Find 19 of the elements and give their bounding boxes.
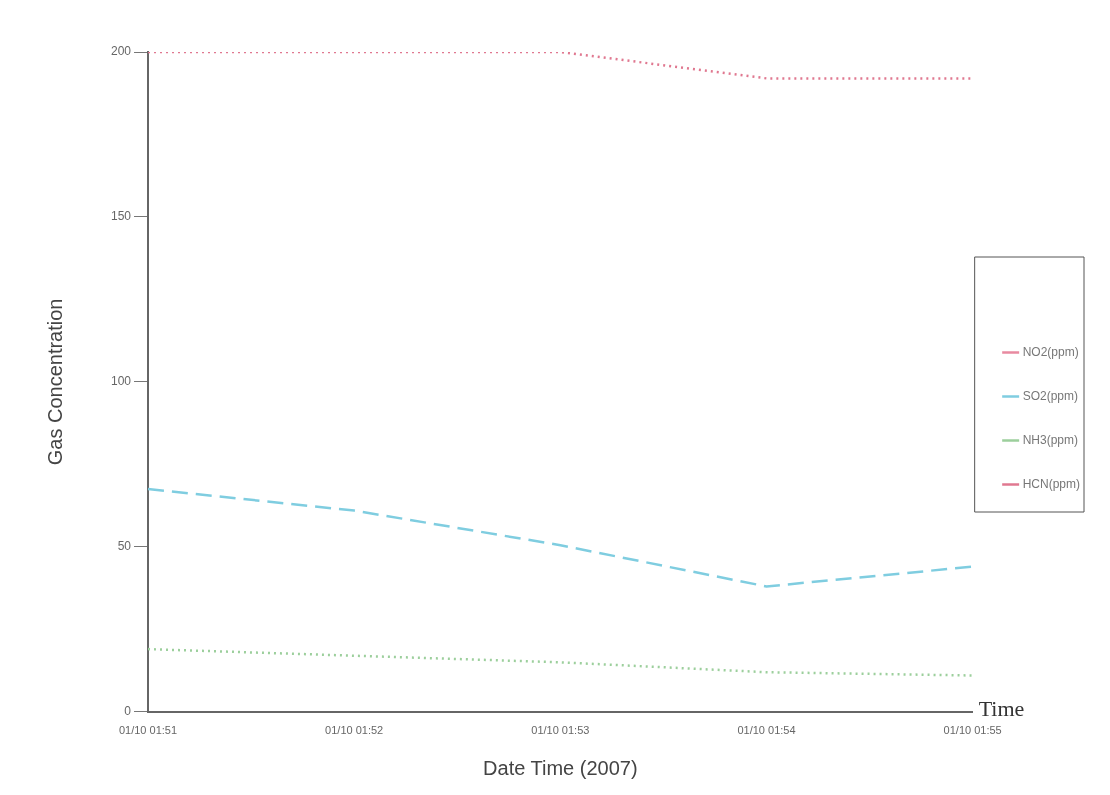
x-tick-label: 01/10 01:52 — [325, 724, 384, 737]
y-axis-title: Gas Concentration — [43, 298, 66, 466]
x-tick-label: 01/10 01:51 — [118, 724, 178, 737]
x-axis-title: Date Time (2007) — [483, 756, 638, 779]
x-tick-label: 01/10 01:53 — [531, 724, 590, 737]
y-tick-label: 0 — [124, 704, 132, 719]
y-tick-label: 150 — [110, 209, 132, 224]
legend-label: NO2(ppm) — [1022, 344, 1079, 359]
text: Time — [978, 695, 1025, 721]
y-tick-label: 200 — [110, 44, 132, 59]
legend-label: HCN(ppm) — [1022, 476, 1081, 491]
line-series — [146, 647, 974, 677]
y-tick-label: 100 — [110, 374, 132, 389]
legend-label: NH3(ppm) — [1022, 432, 1079, 447]
x-tick-label: 01/10 01:54 — [737, 724, 796, 737]
x-tick-label: 01/10 01:55 — [943, 724, 1002, 737]
line-series — [146, 487, 974, 588]
legend-label: SO2(ppm) — [1022, 388, 1079, 403]
y-tick-label: 50 — [117, 539, 132, 554]
